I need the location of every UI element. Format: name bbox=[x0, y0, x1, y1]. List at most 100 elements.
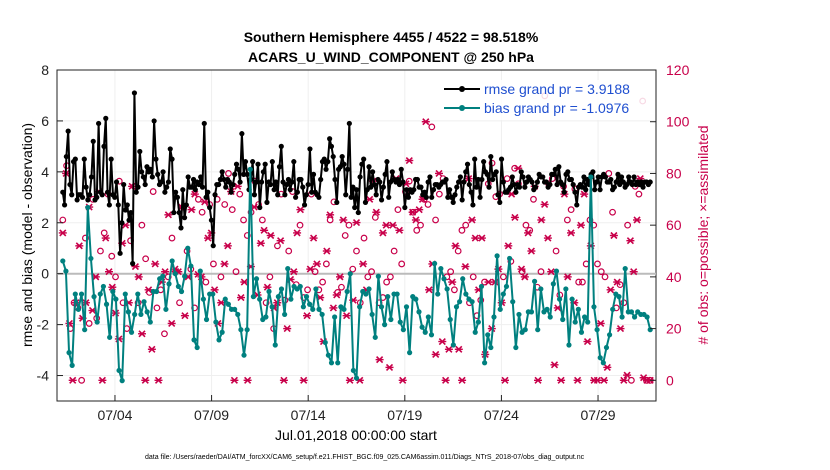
rmse-point bbox=[137, 148, 143, 155]
obs-assimilated-marker bbox=[411, 216, 420, 224]
bias-point bbox=[138, 311, 144, 318]
bias-series bbox=[60, 166, 653, 384]
rmse-point bbox=[405, 194, 412, 200]
obs-possible-marker bbox=[579, 278, 586, 286]
legend-bias-label: bias grand pr = -1.0976 bbox=[484, 100, 629, 116]
bias-point bbox=[397, 319, 403, 325]
rmse-point bbox=[400, 179, 406, 185]
rmse-point bbox=[293, 194, 299, 200]
rmse-point bbox=[626, 174, 632, 180]
rmse-point bbox=[355, 209, 361, 216]
obs-assimilated-marker bbox=[616, 325, 625, 333]
rmse-point bbox=[611, 184, 617, 190]
obs-possible-marker bbox=[590, 221, 598, 229]
bias-point bbox=[122, 291, 128, 297]
obs-assimilated-marker bbox=[68, 376, 77, 384]
rmse-point bbox=[479, 176, 485, 183]
rmse-point bbox=[169, 156, 175, 162]
rmse-point bbox=[230, 181, 236, 188]
rmse-point bbox=[427, 174, 433, 180]
bias-point bbox=[547, 314, 553, 320]
rmse-point bbox=[201, 120, 207, 127]
bias-point bbox=[141, 299, 147, 305]
rmse-point bbox=[99, 192, 105, 198]
rmse-point bbox=[192, 187, 198, 193]
bias-point bbox=[616, 294, 622, 300]
rmse-point bbox=[104, 189, 111, 195]
bias-point bbox=[575, 306, 581, 312]
obs-possible-marker bbox=[78, 376, 86, 384]
obs-possible-marker bbox=[142, 255, 150, 263]
rmse-point bbox=[300, 184, 306, 190]
bias-point bbox=[222, 296, 228, 302]
bias-point bbox=[257, 296, 263, 302]
rmse-point bbox=[493, 169, 499, 175]
obs-assimilated-marker bbox=[345, 376, 354, 384]
bias-point bbox=[556, 296, 563, 302]
rmse-point bbox=[298, 176, 304, 183]
obs-possible-marker bbox=[447, 268, 455, 276]
obs-assimilated-marker bbox=[137, 330, 146, 338]
rmse-point bbox=[366, 164, 372, 170]
obs-assimilated-marker bbox=[626, 237, 635, 245]
obs-assimilated-marker bbox=[101, 234, 110, 242]
x-tick-label: 07/29 bbox=[581, 407, 616, 423]
bias-point bbox=[457, 299, 463, 305]
bias-point bbox=[303, 294, 310, 300]
obs-assimilated-marker bbox=[388, 221, 397, 229]
bias-point bbox=[278, 286, 285, 292]
obs-possible-marker bbox=[597, 268, 605, 276]
obs-possible-marker bbox=[458, 226, 466, 234]
obs-assimilated-marker bbox=[256, 239, 265, 247]
obs-assimilated-marker bbox=[510, 213, 519, 221]
obs-assimilated-marker bbox=[609, 231, 618, 240]
obs-assimilated-marker bbox=[243, 376, 252, 384]
y-right-tick-label: 0 bbox=[666, 372, 674, 388]
rmse-point bbox=[147, 166, 154, 172]
obs-possible-marker bbox=[522, 221, 530, 229]
rmse-point bbox=[574, 202, 580, 208]
bias-point bbox=[382, 322, 388, 328]
rmse-point bbox=[481, 159, 487, 165]
rmse-point bbox=[251, 192, 258, 198]
obs-assimilated-marker bbox=[134, 273, 143, 281]
rmse-point bbox=[74, 197, 80, 203]
bias-point bbox=[94, 319, 100, 325]
bias-point bbox=[147, 319, 153, 325]
rmse-point bbox=[486, 184, 492, 190]
rmse-point bbox=[540, 174, 546, 180]
bias-point bbox=[307, 301, 313, 307]
y-axis-label: rmse and bias (model - observation) bbox=[19, 123, 35, 347]
obs-assimilated-marker bbox=[164, 211, 173, 219]
obs-possible-marker bbox=[609, 208, 616, 216]
bias-point bbox=[194, 344, 200, 351]
bias-point bbox=[494, 253, 500, 259]
bias-point bbox=[219, 329, 225, 335]
bias-point bbox=[232, 306, 238, 312]
bias-point bbox=[153, 288, 160, 295]
rmse-point bbox=[425, 179, 431, 185]
rmse-point bbox=[81, 156, 87, 162]
bias-point bbox=[160, 273, 166, 279]
rmse-point bbox=[165, 179, 172, 185]
rmse-point bbox=[473, 184, 480, 190]
bias-point bbox=[282, 311, 288, 318]
rmse-point bbox=[398, 166, 404, 172]
obs-assimilated-marker bbox=[293, 229, 302, 237]
rmse-point bbox=[205, 189, 211, 195]
rmse-point bbox=[472, 156, 478, 162]
bias-point bbox=[422, 329, 428, 335]
chart-title: Southern Hemisphere 4455 / 4522 = 98.518… bbox=[244, 29, 539, 45]
rmse-point bbox=[239, 131, 245, 137]
rmse-point bbox=[85, 197, 91, 203]
rmse-point bbox=[466, 181, 472, 188]
bias-point bbox=[63, 268, 69, 274]
rmse-point bbox=[647, 179, 653, 185]
bias-point bbox=[538, 286, 544, 292]
bias-point bbox=[85, 204, 91, 211]
rmse-point bbox=[301, 202, 308, 208]
rmse-point bbox=[117, 250, 123, 256]
bias-point bbox=[522, 327, 528, 333]
obs-possible-marker bbox=[168, 234, 176, 242]
obs-assimilated-marker bbox=[359, 260, 368, 268]
